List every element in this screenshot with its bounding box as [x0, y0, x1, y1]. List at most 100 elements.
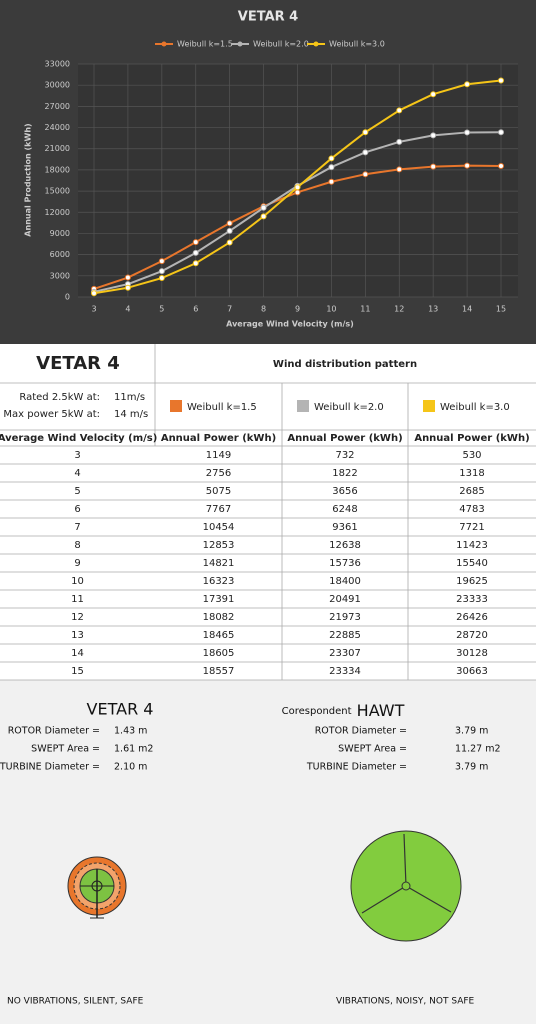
table-cell: 11: [71, 594, 84, 605]
table-cell: 18465: [203, 630, 235, 641]
y-tick-label: 9000: [50, 229, 70, 238]
table-cell: 6248: [332, 504, 357, 515]
table-cell: 12853: [203, 540, 235, 551]
table-cell: 3656: [332, 486, 357, 497]
table-cell: 23334: [329, 666, 361, 677]
point: [124, 274, 131, 281]
x-tick-label: 3: [91, 305, 96, 314]
point: [192, 239, 199, 246]
max-power-value: 14 m/s: [114, 409, 148, 420]
left-caption: NO VIBRATIONS, SILENT, SAFE: [7, 997, 144, 1007]
table-cell: 10: [71, 576, 84, 587]
table-cell: 28720: [456, 630, 488, 641]
y-tick-label: 12000: [45, 208, 70, 217]
group-header: Wind distribution pattern: [273, 359, 417, 370]
legend-label: Weibull k=1.5: [177, 40, 233, 49]
spec-label: ROTOR Diameter =: [315, 726, 407, 737]
x-tick-label: 14: [462, 305, 472, 314]
legend-marker: [237, 41, 243, 47]
table-cell: 15736: [329, 558, 361, 569]
legend-swatch: [170, 400, 182, 412]
y-tick-label: 3000: [50, 271, 70, 280]
point: [498, 77, 504, 84]
legend-swatch: [297, 400, 309, 412]
table-cell: 7721: [459, 522, 484, 533]
y-tick-label: 30000: [45, 81, 70, 90]
y-tick-label: 33000: [45, 60, 70, 69]
table-cell: 9361: [332, 522, 357, 533]
table-cell: 11423: [456, 540, 488, 551]
spec-value: 3.79 m: [455, 726, 488, 737]
spec-label: TURBINE Diameter =: [0, 762, 100, 773]
spec-value: 3.79 m: [455, 762, 488, 773]
x-tick-label: 5: [159, 305, 164, 314]
point: [464, 129, 471, 136]
y-tick-label: 6000: [50, 250, 70, 259]
point: [158, 275, 165, 282]
table-cell: 13: [71, 630, 84, 641]
y-axis-label: Annual Production (kWh): [24, 123, 33, 236]
legend-marker: [161, 41, 167, 47]
table-cell: 12638: [329, 540, 361, 551]
table-cell: 8: [74, 540, 80, 551]
point: [192, 260, 199, 267]
table-cell: 23307: [329, 648, 361, 659]
x-tick-label: 6: [193, 305, 198, 314]
table-cell: 30663: [456, 666, 488, 677]
column-header: Annual Power (kWh): [287, 433, 402, 444]
point: [430, 91, 437, 98]
point: [328, 155, 335, 162]
table-cell: 23333: [456, 594, 488, 605]
table-cell: 18400: [329, 576, 361, 587]
vetar-icon: [67, 856, 127, 919]
rated-value: 11m/s: [114, 392, 145, 403]
table-cell: 6: [74, 504, 80, 515]
spec-value: 1.61 m2: [114, 744, 153, 755]
point: [396, 107, 403, 114]
y-tick-label: 21000: [45, 144, 70, 153]
left-title: VETAR 4: [87, 700, 154, 719]
x-tick-label: 4: [125, 305, 130, 314]
right-title: Corespondent HAWT: [282, 701, 405, 720]
point: [124, 284, 131, 291]
table-cell: 30128: [456, 648, 488, 659]
y-tick-label: 18000: [45, 165, 70, 174]
rated-label: Rated 2.5kW at:: [19, 392, 100, 403]
point: [91, 290, 97, 297]
point: [328, 164, 335, 171]
table-cell: 18557: [203, 666, 235, 677]
table-cell: 5075: [206, 486, 231, 497]
table-cell: 14821: [203, 558, 235, 569]
table-cell: 12: [71, 612, 84, 623]
table-cell: 10454: [203, 522, 235, 533]
table-cell: 1149: [206, 450, 231, 461]
legend-label: Weibull k=3.0: [329, 40, 385, 49]
table-title: VETAR 4: [36, 353, 120, 374]
table-cell: 17391: [203, 594, 235, 605]
table-cell: 732: [335, 450, 354, 461]
table-cell: 4783: [459, 504, 484, 515]
point: [430, 163, 437, 170]
spec-label: TURBINE Diameter =: [306, 762, 407, 773]
x-tick-label: 9: [295, 305, 300, 314]
x-tick-label: 13: [428, 305, 438, 314]
y-tick-label: 0: [65, 293, 70, 302]
y-tick-label: 24000: [45, 123, 70, 132]
spec-value: 2.10 m: [114, 762, 147, 773]
x-tick-label: 12: [394, 305, 404, 314]
table-cell: 4: [74, 468, 80, 479]
chart-title: VETAR 4: [238, 10, 298, 25]
column-header: Annual Power (kWh): [414, 433, 529, 444]
point: [464, 81, 471, 88]
point: [498, 129, 504, 136]
table-cell: 20491: [329, 594, 361, 605]
x-tick-label: 7: [227, 305, 232, 314]
point: [192, 249, 199, 256]
legend-swatch: [423, 400, 435, 412]
x-tick-label: 11: [360, 305, 370, 314]
point: [294, 189, 301, 196]
x-tick-label: 15: [496, 305, 506, 314]
spec-label: ROTOR Diameter =: [8, 726, 100, 737]
table-cell: 1822: [332, 468, 357, 479]
x-tick-label: 8: [261, 305, 266, 314]
